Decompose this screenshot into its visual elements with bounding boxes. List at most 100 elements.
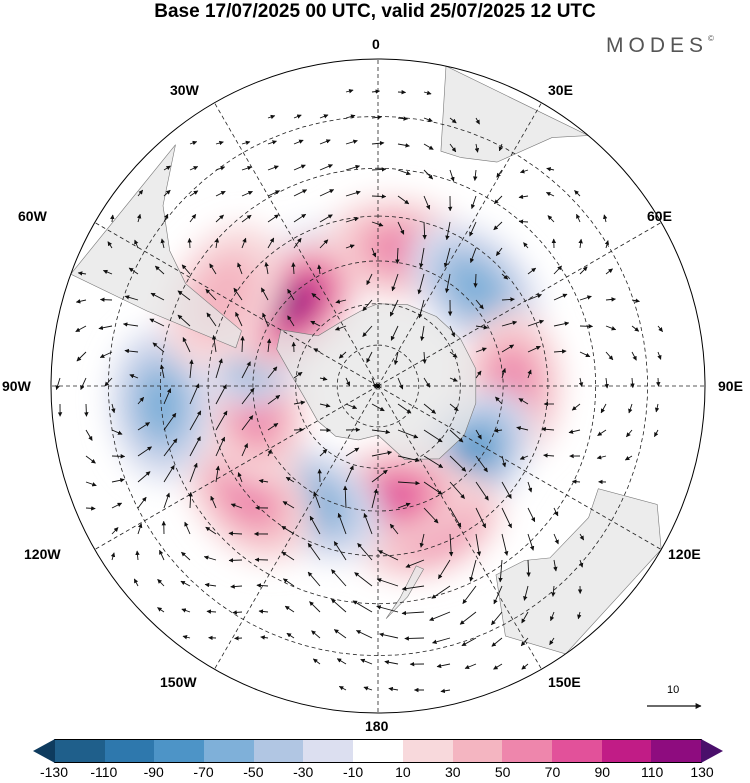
wind-arrow-icon — [397, 455, 420, 463]
wind-arrow-icon — [371, 247, 377, 258]
wind-arrow-icon — [501, 507, 512, 529]
wind-arrow-icon — [475, 325, 489, 330]
wind-arrow-icon — [605, 268, 613, 275]
wind-arrow-icon — [527, 369, 532, 379]
wind-arrow-icon — [438, 559, 451, 580]
wind-arrow-icon — [495, 247, 503, 256]
wind-arrow-icon — [519, 455, 529, 460]
wind-arrow-icon — [475, 370, 482, 379]
wind-arrow-icon — [264, 261, 269, 275]
south-america — [70, 144, 242, 349]
wind-arrow-icon — [215, 214, 224, 223]
wind-arrow-icon — [371, 167, 387, 172]
wind-arrow-icon — [449, 117, 457, 124]
wind-arrow-icon — [443, 247, 451, 268]
wind-arrow-icon — [129, 374, 139, 379]
wind-arrow-icon — [241, 165, 253, 171]
colorbar-tick-label: -70 — [193, 764, 214, 780]
wind-arrow-icon — [85, 506, 96, 511]
wind-arrow-icon — [602, 214, 608, 223]
wind-arrow-icon — [491, 611, 503, 626]
wind-arrow-icon — [604, 377, 609, 389]
wind-arrow-icon — [371, 89, 381, 94]
wind-arrow-icon — [281, 525, 295, 535]
meridian — [377, 222, 662, 387]
wind-arrow-icon — [389, 523, 399, 535]
wind-arrow-icon — [319, 164, 333, 171]
wind-arrow-icon — [260, 635, 269, 640]
wind-arrow-icon — [491, 637, 503, 647]
wind-arrow-icon — [55, 377, 61, 391]
wind-arrow-icon — [206, 312, 217, 327]
wind-arrow-icon — [419, 247, 425, 268]
wind-arrow-icon — [319, 189, 335, 197]
wind-arrow-icon — [230, 584, 243, 589]
wind-arrow-icon — [319, 449, 328, 457]
wind-arrow-icon — [286, 632, 295, 639]
wind-arrow-icon — [578, 559, 584, 568]
wind-arrow-icon — [498, 559, 503, 583]
wind-arrow-icon — [494, 195, 503, 205]
wind-arrow-icon — [363, 686, 373, 691]
wind-arrow-icon — [228, 531, 243, 536]
wind-arrow-icon — [163, 165, 171, 171]
wind-arrow-icon — [85, 455, 96, 464]
wind-arrow-icon — [133, 578, 139, 587]
wind-arrow-icon — [527, 267, 537, 275]
wind-arrow-icon — [157, 607, 165, 613]
wind-arrow-icon — [189, 436, 201, 457]
wind-arrow-icon — [501, 273, 509, 280]
wind-arrow-icon — [397, 429, 419, 439]
wind-arrow-icon — [475, 455, 488, 473]
wind-arrow-icon — [527, 533, 535, 551]
wind-arrow-icon — [215, 436, 226, 457]
wind-arrow-icon — [287, 288, 295, 301]
colorbar-tick-label: 130 — [690, 764, 714, 780]
wind-arrow-icon — [496, 169, 503, 178]
colorbar-segment — [651, 740, 701, 762]
wind-arrow-icon — [445, 221, 451, 241]
wind-arrow-icon — [313, 348, 321, 353]
wind-arrow-icon — [449, 403, 459, 412]
wind-arrow-icon — [84, 403, 89, 417]
wind-arrow-icon — [312, 658, 321, 665]
wind-arrow-icon — [518, 219, 529, 224]
wind-arrow-icon — [309, 601, 321, 613]
wind-arrow-icon — [423, 90, 432, 96]
wind-arrow-icon — [654, 403, 660, 413]
wind-arrow-icon — [501, 481, 512, 499]
wind-arrow-icon — [102, 269, 113, 275]
wind-arrow-icon — [523, 585, 529, 601]
wind-arrow-icon — [362, 325, 373, 337]
wind-arrow-icon — [624, 455, 633, 461]
wind-arrow-icon — [188, 491, 193, 509]
wind-arrow-icon — [571, 479, 581, 484]
wind-arrow-icon — [596, 455, 607, 460]
wind-arrow-icon — [189, 140, 198, 146]
wind-arrow-icon — [628, 403, 633, 414]
colorbar-tick-label: -10 — [342, 764, 364, 780]
wind-arrow-icon — [553, 293, 568, 301]
wind-arrow-icon — [597, 429, 607, 436]
wind-arrow-icon — [397, 502, 411, 509]
wind-arrow-icon — [578, 377, 584, 387]
latitude-circle — [252, 260, 504, 512]
wind-arrow-icon — [449, 143, 457, 153]
colorbar-tick-label: -30 — [293, 764, 314, 780]
wind-arrow-icon — [128, 267, 139, 275]
wind-arrow-icon — [282, 578, 295, 587]
wind-arrow-icon — [568, 429, 581, 434]
wind-arrow-icon — [577, 611, 582, 620]
wind-arrow-icon — [189, 462, 198, 483]
wind-arrow-icon — [474, 143, 480, 153]
wind-arrow-icon — [293, 189, 308, 197]
wind-arrow-icon — [459, 611, 477, 625]
wind-arrow-icon — [345, 114, 356, 119]
wind-arrow-icon — [461, 637, 477, 647]
wind-arrow-icon — [331, 569, 347, 587]
wind-arrow-icon — [267, 114, 276, 120]
wind-arrow-icon — [469, 559, 477, 582]
wind-arrow-icon — [234, 635, 243, 641]
wind-arrow-icon — [423, 143, 434, 150]
colorbar — [33, 739, 723, 763]
